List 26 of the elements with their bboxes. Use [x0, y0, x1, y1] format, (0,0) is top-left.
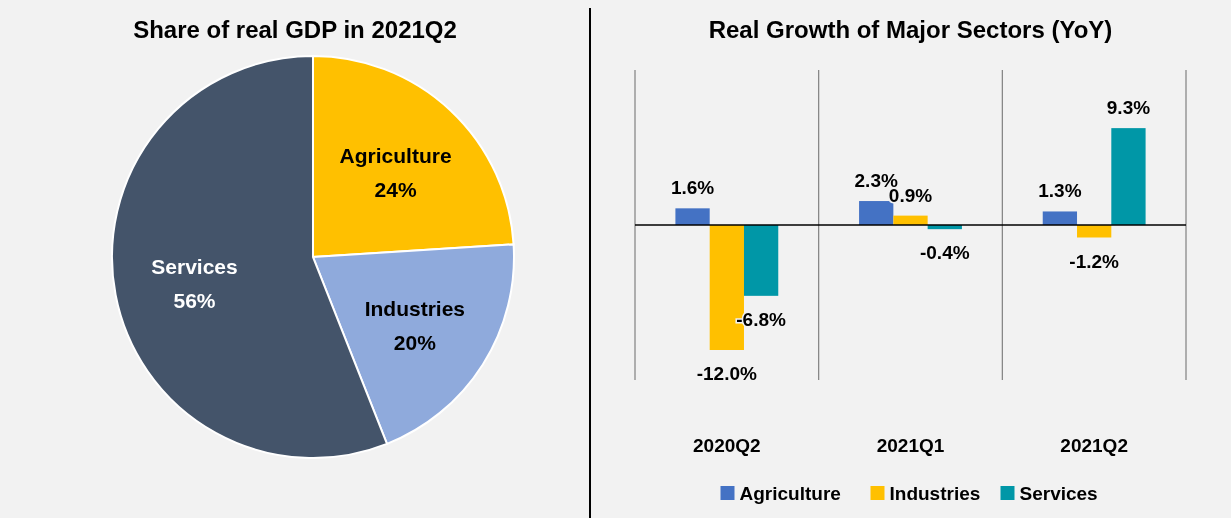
bar	[1111, 128, 1146, 225]
slice-label: Agriculture	[339, 144, 452, 168]
legend-label: Industries	[889, 483, 981, 504]
x-tick-label: 2021Q1	[876, 435, 945, 456]
data-label: -12.0%	[696, 363, 758, 384]
data-label: 1.3%	[1038, 180, 1082, 202]
x-tick-label: 2021Q2	[1060, 435, 1128, 456]
bar	[859, 201, 894, 225]
x-tick-label: 2020Q2	[693, 435, 761, 456]
slice-label: Services	[151, 254, 238, 278]
legend-label: Services	[1019, 483, 1098, 504]
chart-title: Real Growth of Major Sectors (YoY)	[708, 16, 1113, 43]
data-label: 20%	[393, 330, 437, 354]
bar	[743, 225, 779, 296]
legend-label: Agriculture	[739, 483, 841, 504]
data-label: 24%	[374, 178, 417, 202]
bar	[675, 208, 710, 225]
data-label: 9.3%	[1106, 97, 1151, 119]
slice-label: Industries	[364, 296, 466, 320]
bar	[1042, 211, 1078, 225]
data-label: 56%	[173, 288, 216, 312]
data-label: 1.6%	[670, 177, 715, 199]
data-label: -0.4%	[919, 242, 970, 264]
data-label: -1.2%	[1069, 250, 1120, 272]
bar	[1077, 225, 1112, 238]
chart-title: Share of real GDP in 2021Q2	[133, 16, 457, 43]
